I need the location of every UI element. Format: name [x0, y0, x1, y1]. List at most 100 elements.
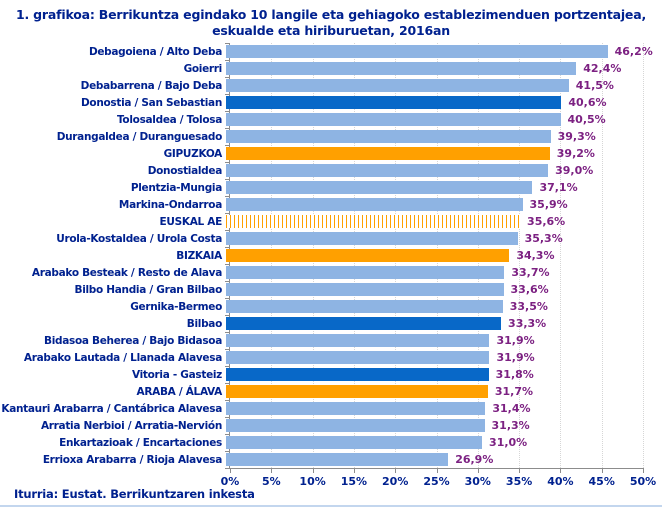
bar: [226, 62, 577, 75]
chart-row: BIZKAIA 34,3%: [0, 247, 662, 264]
y-axis-tick: [225, 332, 229, 333]
x-axis-tick: [436, 469, 438, 473]
x-axis-tick: [271, 469, 273, 473]
category-cell: Debabarrena / Bajo Deba: [0, 80, 226, 92]
bar: [226, 385, 488, 398]
x-axis-tick-label: 20%: [382, 475, 409, 488]
value-label: 39,0%: [555, 164, 594, 177]
x-axis-tick-label: 50%: [629, 475, 657, 488]
chart-row: Debabarrena / Bajo Deba 41,5%: [0, 77, 662, 94]
chart-row: ARABA / ÁLAVA 31,7%: [0, 383, 662, 400]
bar-cell: 40,6%: [226, 96, 639, 109]
chart-row: Arabako Lautada / Llanada Alavesa 31,9%: [0, 349, 662, 366]
y-axis-tick: [225, 468, 229, 469]
x-axis-tick-label: 35%: [505, 475, 533, 488]
value-label: 31,9%: [496, 334, 535, 347]
bar: [226, 419, 485, 432]
bar: [226, 300, 503, 313]
chart-title-line2: eskualde eta hiriburuetan, 2016an: [212, 23, 450, 38]
bar: [226, 232, 518, 245]
chart-row: Arabako Besteak / Resto de Alava 33,7%: [0, 264, 662, 281]
category-cell: Errioxa Arabarra / Rioja Alavesa: [0, 454, 226, 466]
y-axis-tick: [225, 434, 229, 435]
chart-row: Durangaldea / Duranguesado 39,3%: [0, 128, 662, 145]
bar-cell: 31,0%: [226, 436, 639, 449]
y-axis-tick: [225, 400, 229, 401]
bar-cell: 33,6%: [226, 283, 639, 296]
y-axis-tick: [225, 315, 229, 316]
bar: [226, 113, 561, 126]
category-label: Markina-Ondarroa: [118, 198, 222, 211]
category-cell: Markina-Ondarroa: [0, 199, 226, 211]
category-label: Tolosaldea / Tolosa: [116, 113, 222, 126]
bar-cell: 42,4%: [226, 62, 639, 75]
x-axis-tick-label: 15%: [340, 475, 368, 488]
value-label: 31,3%: [491, 419, 530, 432]
value-label: 31,7%: [494, 385, 533, 398]
value-label: 35,6%: [527, 215, 566, 228]
y-axis-tick: [225, 77, 229, 78]
category-label: Debagoiena / Alto Deba: [88, 45, 222, 58]
category-cell: BIZKAIA: [0, 250, 226, 262]
bar-cell: 33,3%: [226, 317, 639, 330]
bar: [226, 317, 502, 330]
chart-row: Markina-Ondarroa 35,9%: [0, 196, 662, 213]
chart-row: Errioxa Arabarra / Rioja Alavesa 26,9%: [0, 451, 662, 468]
bar-cell: 35,3%: [226, 232, 639, 245]
chart-row: GIPUZKOA 39,2%: [0, 145, 662, 162]
y-axis-tick: [225, 213, 229, 214]
y-axis-tick: [225, 60, 229, 61]
bar-cell: 31,3%: [226, 419, 639, 432]
y-axis-tick: [225, 298, 229, 299]
y-axis-tick: [225, 247, 229, 248]
value-label: 33,7%: [511, 266, 550, 279]
value-label: 42,4%: [583, 62, 622, 75]
value-label: 40,6%: [568, 96, 607, 109]
category-cell: Urola-Kostaldea / Urola Costa: [0, 233, 226, 245]
category-cell: Gernika-Bermeo: [0, 301, 226, 313]
bar-cell: 31,7%: [226, 385, 639, 398]
category-label: Donostialdea: [147, 164, 223, 177]
value-label: 31,9%: [496, 351, 535, 364]
bar-cell: 39,3%: [226, 130, 639, 143]
value-label: 31,0%: [489, 436, 528, 449]
chart-row: Goierri 42,4%: [0, 60, 662, 77]
bar-cell: 37,1%: [226, 181, 639, 194]
gridline: [519, 43, 521, 468]
chart-title: 1. grafikoa: Berrikuntza egindako 10 lan…: [0, 0, 662, 39]
x-axis-tick-label: 25%: [423, 475, 450, 488]
category-cell: Enkartazioak / Encartaciones: [0, 437, 226, 449]
y-axis-tick: [225, 281, 229, 282]
x-axis-tick: [560, 469, 562, 473]
bar: [226, 147, 550, 160]
category-label: ARABA / ÁLAVA: [136, 385, 223, 398]
x-axis-tick: [519, 469, 521, 473]
category-label: GIPUZKOA: [163, 147, 223, 160]
chart-row: Gernika-Bermeo 33,5%: [0, 298, 662, 315]
gridline: [643, 43, 644, 468]
value-label: 39,3%: [557, 130, 596, 143]
value-label: 46,2%: [614, 45, 653, 58]
value-label: 41,5%: [575, 79, 614, 92]
value-label: 34,3%: [516, 249, 555, 262]
y-axis-tick: [225, 417, 229, 418]
bar: [226, 368, 489, 381]
category-cell: Arratia Nerbioi / Arratia-Nervión: [0, 420, 226, 432]
bar-cell: 31,9%: [226, 334, 639, 347]
bar: [226, 402, 486, 415]
bar-cell: 35,9%: [226, 198, 639, 211]
chart-row: Bidasoa Beherea / Bajo Bidasoa 31,9%: [0, 332, 662, 349]
y-axis-tick: [225, 451, 229, 452]
x-axis-tick: [601, 469, 603, 473]
y-axis-tick: [225, 366, 229, 367]
y-axis-tick: [225, 383, 229, 384]
category-cell: Arabako Besteak / Resto de Alava: [0, 267, 226, 279]
category-label: Enkartazioak / Encartaciones: [59, 436, 222, 449]
value-label: 35,9%: [529, 198, 568, 211]
source-note: Iturria: Eustat. Berrikuntzaren inkesta: [14, 487, 255, 501]
bar-cell: 33,5%: [226, 300, 639, 313]
y-axis-tick: [225, 162, 229, 163]
x-axis-tick-label: 5%: [261, 475, 281, 488]
category-cell: Bilbao: [0, 318, 226, 330]
